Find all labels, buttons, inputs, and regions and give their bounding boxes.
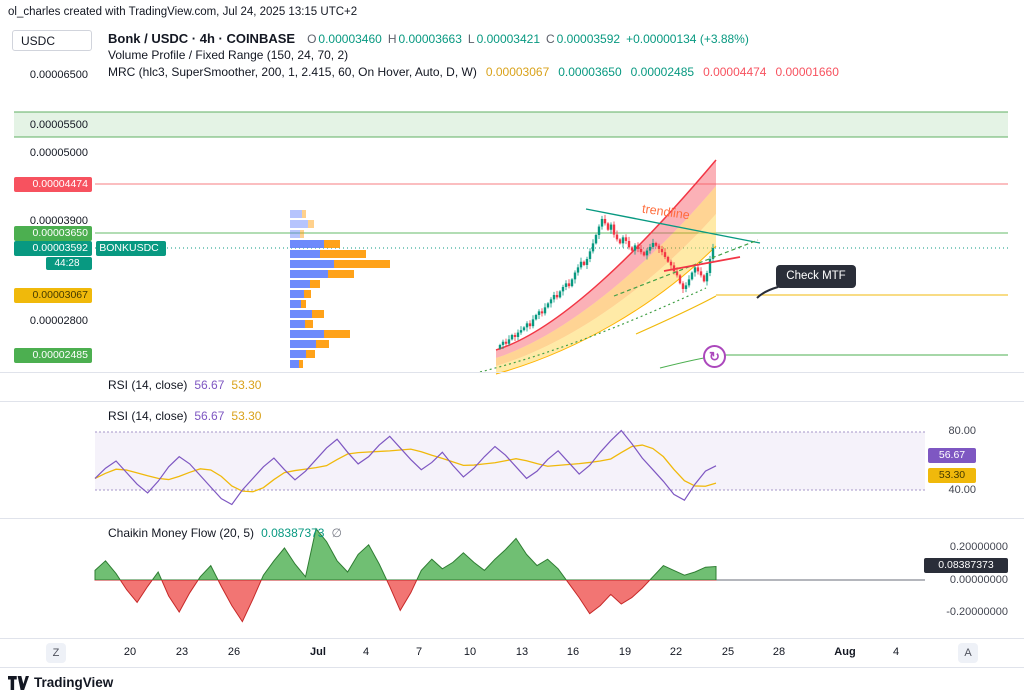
tradingview-logo[interactable]: TradingView bbox=[8, 675, 113, 690]
time-tick: 19 bbox=[618, 646, 632, 658]
rsi-collapsed-title[interactable]: RSI (14, close) bbox=[108, 378, 188, 392]
rsi-badge: 56.67 bbox=[928, 448, 976, 463]
change-value: +0.00000134 (+3.88%) bbox=[626, 32, 749, 46]
pane-separator[interactable] bbox=[0, 401, 1024, 402]
rsi-ma-value: 53.30 bbox=[231, 409, 262, 423]
price-label-00003900: 0.00003900 bbox=[29, 215, 88, 227]
shortcut-a-button[interactable]: A bbox=[958, 643, 978, 663]
time-tick: 4 bbox=[892, 646, 900, 658]
time-tick: 10 bbox=[463, 646, 477, 658]
ohlc-h-label: H bbox=[387, 32, 397, 46]
legend-main: Bonk / USDC · 4h · COINBASE O 0.00003460 H 0… bbox=[108, 31, 749, 46]
price-label-00005500: 0.00005500 bbox=[29, 119, 88, 131]
legend-volume-profile[interactable]: Volume Profile / Fixed Range (150, 24, 7… bbox=[108, 48, 349, 62]
rsi-axis-80: 80.00 bbox=[948, 425, 976, 437]
cycle-arrows-icon[interactable]: ↻ bbox=[703, 345, 726, 368]
cmf-suffix-icon: ∅ bbox=[331, 526, 342, 540]
time-tick: 28 bbox=[772, 646, 786, 658]
symbol-title[interactable]: Bonk / USDC · 4h · COINBASE bbox=[108, 31, 296, 46]
legend-mrc[interactable]: MRC (hlc3, SuperSmoother, 200, 1, 2.415,… bbox=[108, 65, 839, 79]
bar-countdown: 44:28 bbox=[46, 257, 92, 270]
tradingview-logo-icon bbox=[8, 675, 29, 690]
time-tick: 20 bbox=[123, 646, 137, 658]
ohlc-l-value: 0.00003421 bbox=[476, 32, 540, 46]
rsi-value: 56.67 bbox=[194, 409, 225, 423]
check-mtf-tooltip[interactable]: Check MTF bbox=[776, 265, 856, 288]
price-label-mrc-r1: 0.00003650 bbox=[14, 226, 92, 241]
mrc-value-mean: 0.00003067 bbox=[485, 65, 550, 79]
mrc-value-s2: 0.00001660 bbox=[775, 65, 839, 79]
mrc-value-r2: 0.00004474 bbox=[703, 65, 767, 79]
time-tick: 26 bbox=[227, 646, 241, 658]
symbol-price-flag: BONKUSDC bbox=[96, 241, 166, 256]
price-label-mrc-s1: 0.00002485 bbox=[14, 348, 92, 363]
rsi-axis-40: 40.00 bbox=[948, 484, 976, 496]
ohlc-o-label: O bbox=[307, 32, 317, 46]
time-tick: 23 bbox=[175, 646, 189, 658]
ohlc-c-value: 0.00003592 bbox=[556, 32, 621, 46]
current-price-label: 0.00003592 bbox=[14, 241, 92, 256]
price-label-00005000: 0.00005000 bbox=[29, 147, 88, 159]
ohlc-o-value: 0.00003460 bbox=[318, 32, 382, 46]
mrc-value-r1: 0.00003650 bbox=[558, 65, 622, 79]
rsi-collapsed-ma-value: 53.30 bbox=[231, 378, 262, 392]
price-label-00006500: 0.00006500 bbox=[29, 69, 88, 81]
cmf-value: 0.08387373 bbox=[261, 526, 325, 540]
rsi-ma-badge: 53.30 bbox=[928, 468, 976, 483]
price-label-00002800: 0.00002800 bbox=[29, 315, 88, 327]
cmf-title[interactable]: Chaikin Money Flow (20, 5) bbox=[108, 526, 255, 540]
price-label-mrc-mean: 0.00003067 bbox=[14, 288, 92, 303]
mrc-indicator-title[interactable]: MRC (hlc3, SuperSmoother, 200, 1, 2.415,… bbox=[108, 65, 477, 79]
time-tick: 4 bbox=[362, 646, 370, 658]
cmf-axis-bottom: -0.20000000 bbox=[946, 606, 1008, 618]
time-tick: 25 bbox=[721, 646, 735, 658]
shortcut-z-button[interactable]: Z bbox=[46, 643, 66, 663]
time-tick: 22 bbox=[669, 646, 683, 658]
cmf-axis-zero: 0.00000000 bbox=[949, 574, 1008, 586]
tradingview-logo-text: TradingView bbox=[34, 675, 114, 690]
rsi-collapsed-value: 56.67 bbox=[194, 378, 225, 392]
attribution-text: ol_charles created with TradingView.com,… bbox=[8, 6, 358, 18]
time-tick-month: Aug bbox=[834, 646, 856, 658]
time-tick: 16 bbox=[566, 646, 580, 658]
rsi-collapsed-header: RSI (14, close) 56.67 53.30 bbox=[108, 378, 261, 392]
pane-separator bbox=[0, 638, 1024, 639]
ohlc-h-value: 0.00003663 bbox=[398, 32, 462, 46]
footer-separator bbox=[0, 667, 1024, 668]
time-tick-month: Jul bbox=[310, 646, 326, 658]
symbol-search-box[interactable]: USDC bbox=[12, 30, 92, 51]
rsi-title[interactable]: RSI (14, close) bbox=[108, 409, 188, 423]
price-label-mrc-upper: 0.00004474 bbox=[14, 177, 92, 192]
rsi-header: RSI (14, close) 56.67 53.30 bbox=[108, 409, 261, 423]
ohlc-l-label: L bbox=[467, 32, 475, 46]
time-tick: 7 bbox=[415, 646, 423, 658]
pane-separator[interactable] bbox=[0, 518, 1024, 519]
ohlc-c-label: C bbox=[546, 32, 555, 46]
cmf-axis-top: 0.20000000 bbox=[949, 541, 1008, 553]
pane-separator[interactable] bbox=[0, 372, 1024, 373]
cmf-header: Chaikin Money Flow (20, 5) 0.08387373 ∅ bbox=[108, 526, 342, 540]
mrc-value-s1: 0.00002485 bbox=[630, 65, 695, 79]
cmf-badge: 0.08387373 bbox=[924, 558, 1008, 573]
time-tick: 13 bbox=[515, 646, 529, 658]
